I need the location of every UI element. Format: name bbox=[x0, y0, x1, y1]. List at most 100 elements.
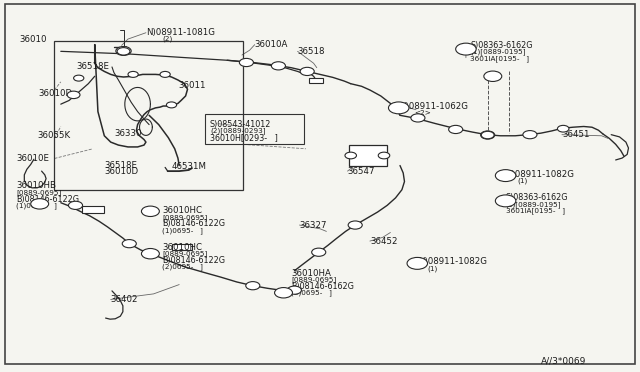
Text: N: N bbox=[414, 259, 420, 268]
Circle shape bbox=[407, 257, 428, 269]
Text: N)08911-1082G: N)08911-1082G bbox=[418, 257, 487, 266]
Text: B: B bbox=[148, 207, 153, 216]
Circle shape bbox=[312, 248, 326, 256]
Text: S: S bbox=[503, 196, 508, 205]
Text: B)08146-6162G: B)08146-6162G bbox=[291, 282, 354, 291]
Text: (1)[0889-0195]: (1)[0889-0195] bbox=[506, 201, 561, 208]
Circle shape bbox=[287, 286, 301, 294]
Text: N: N bbox=[396, 103, 402, 112]
Circle shape bbox=[557, 125, 569, 132]
Text: N: N bbox=[502, 171, 509, 180]
Circle shape bbox=[481, 131, 494, 139]
Circle shape bbox=[481, 131, 495, 139]
Text: N: N bbox=[490, 72, 496, 81]
Bar bbox=[205, 114, 304, 144]
Text: (1)0695-   ]: (1)0695- ] bbox=[16, 202, 57, 209]
Circle shape bbox=[67, 91, 80, 99]
Text: (1)[0889-0195]: (1)[0889-0195] bbox=[470, 48, 526, 55]
Circle shape bbox=[348, 221, 362, 229]
Circle shape bbox=[246, 282, 260, 290]
Text: [0889-0695]: [0889-0695] bbox=[162, 214, 207, 221]
Bar bbox=[309, 78, 323, 83]
Circle shape bbox=[449, 125, 463, 134]
Text: [0889-0695]: [0889-0695] bbox=[162, 250, 207, 257]
Circle shape bbox=[271, 62, 285, 70]
Text: B)08146-6122G: B)08146-6122G bbox=[162, 256, 225, 265]
Text: 36011: 36011 bbox=[178, 81, 205, 90]
Text: 36452: 36452 bbox=[370, 237, 397, 246]
Circle shape bbox=[484, 71, 502, 81]
Text: (2): (2) bbox=[162, 36, 172, 42]
Text: N)08911-1062G: N)08911-1062G bbox=[399, 102, 468, 111]
Text: 36547: 36547 bbox=[348, 167, 375, 176]
Text: [0889-0695]: [0889-0695] bbox=[291, 276, 337, 283]
Text: (2)0695-   ]: (2)0695- ] bbox=[291, 289, 332, 296]
Bar bbox=[349, 145, 387, 166]
Circle shape bbox=[116, 46, 131, 55]
Text: (2)0695-   ]: (2)0695- ] bbox=[162, 263, 203, 270]
Text: 36010H[0293-   ]: 36010H[0293- ] bbox=[210, 133, 278, 142]
Text: 36010HA: 36010HA bbox=[291, 269, 331, 278]
Text: N)08911-1081G: N)08911-1081G bbox=[146, 28, 215, 37]
Text: 36518: 36518 bbox=[298, 47, 325, 56]
Circle shape bbox=[345, 152, 356, 159]
Text: 36010D: 36010D bbox=[38, 89, 72, 98]
Circle shape bbox=[117, 48, 130, 55]
Text: B)08146-6122G: B)08146-6122G bbox=[16, 195, 79, 204]
Circle shape bbox=[166, 102, 177, 108]
Text: 36010E: 36010E bbox=[16, 154, 49, 163]
Text: 36055K: 36055K bbox=[37, 131, 70, 140]
Circle shape bbox=[141, 248, 159, 259]
Circle shape bbox=[411, 114, 425, 122]
Circle shape bbox=[141, 206, 159, 217]
Text: (1): (1) bbox=[428, 265, 438, 272]
Text: S)08363-6162G: S)08363-6162G bbox=[470, 41, 533, 50]
Circle shape bbox=[31, 199, 49, 209]
Text: (2)[0889-0293]: (2)[0889-0293] bbox=[210, 128, 266, 134]
Text: B: B bbox=[148, 249, 153, 258]
Text: 36518E: 36518E bbox=[104, 161, 138, 170]
Text: 36010A: 36010A bbox=[255, 40, 288, 49]
Text: 36010HC: 36010HC bbox=[162, 243, 202, 251]
Circle shape bbox=[122, 240, 136, 248]
Text: B: B bbox=[281, 288, 286, 297]
Text: S)08363-6162G: S)08363-6162G bbox=[506, 193, 568, 202]
Circle shape bbox=[300, 67, 314, 76]
Bar bbox=[82, 206, 104, 213]
Circle shape bbox=[495, 195, 516, 207]
Text: 36010HC: 36010HC bbox=[162, 206, 202, 215]
Text: 36327: 36327 bbox=[300, 221, 327, 230]
Text: 36451: 36451 bbox=[562, 130, 589, 139]
Text: B: B bbox=[37, 199, 42, 208]
Circle shape bbox=[378, 152, 390, 159]
Circle shape bbox=[388, 102, 409, 114]
Text: 36010D: 36010D bbox=[104, 167, 138, 176]
Circle shape bbox=[239, 58, 253, 67]
Circle shape bbox=[456, 43, 476, 55]
Text: B)08146-6122G: B)08146-6122G bbox=[162, 219, 225, 228]
Text: S)08543-41012: S)08543-41012 bbox=[210, 120, 271, 129]
Text: [0889-0695]: [0889-0695] bbox=[16, 189, 61, 196]
Text: 36010HB: 36010HB bbox=[16, 182, 56, 190]
Circle shape bbox=[160, 71, 170, 77]
Text: N)08911-1082G: N)08911-1082G bbox=[506, 170, 575, 179]
Circle shape bbox=[275, 288, 292, 298]
Text: 3601lA[0195-   ]: 3601lA[0195- ] bbox=[506, 208, 564, 214]
Text: 36010: 36010 bbox=[19, 35, 47, 44]
Text: 46531M: 46531M bbox=[172, 162, 207, 171]
Text: N: N bbox=[120, 46, 127, 55]
Text: <2>: <2> bbox=[415, 110, 431, 116]
Circle shape bbox=[523, 131, 537, 139]
Text: A//3*0069: A//3*0069 bbox=[541, 356, 586, 365]
Text: 36330: 36330 bbox=[114, 129, 141, 138]
Text: (1): (1) bbox=[517, 177, 527, 184]
Text: 36402: 36402 bbox=[111, 295, 138, 304]
Text: (1)0695-   ]: (1)0695- ] bbox=[162, 227, 203, 234]
Circle shape bbox=[68, 201, 83, 209]
Circle shape bbox=[128, 71, 138, 77]
Circle shape bbox=[495, 170, 516, 182]
Bar bbox=[172, 244, 192, 250]
Circle shape bbox=[74, 75, 84, 81]
Bar bbox=[54, 41, 243, 190]
Text: 36518E: 36518E bbox=[77, 62, 110, 71]
